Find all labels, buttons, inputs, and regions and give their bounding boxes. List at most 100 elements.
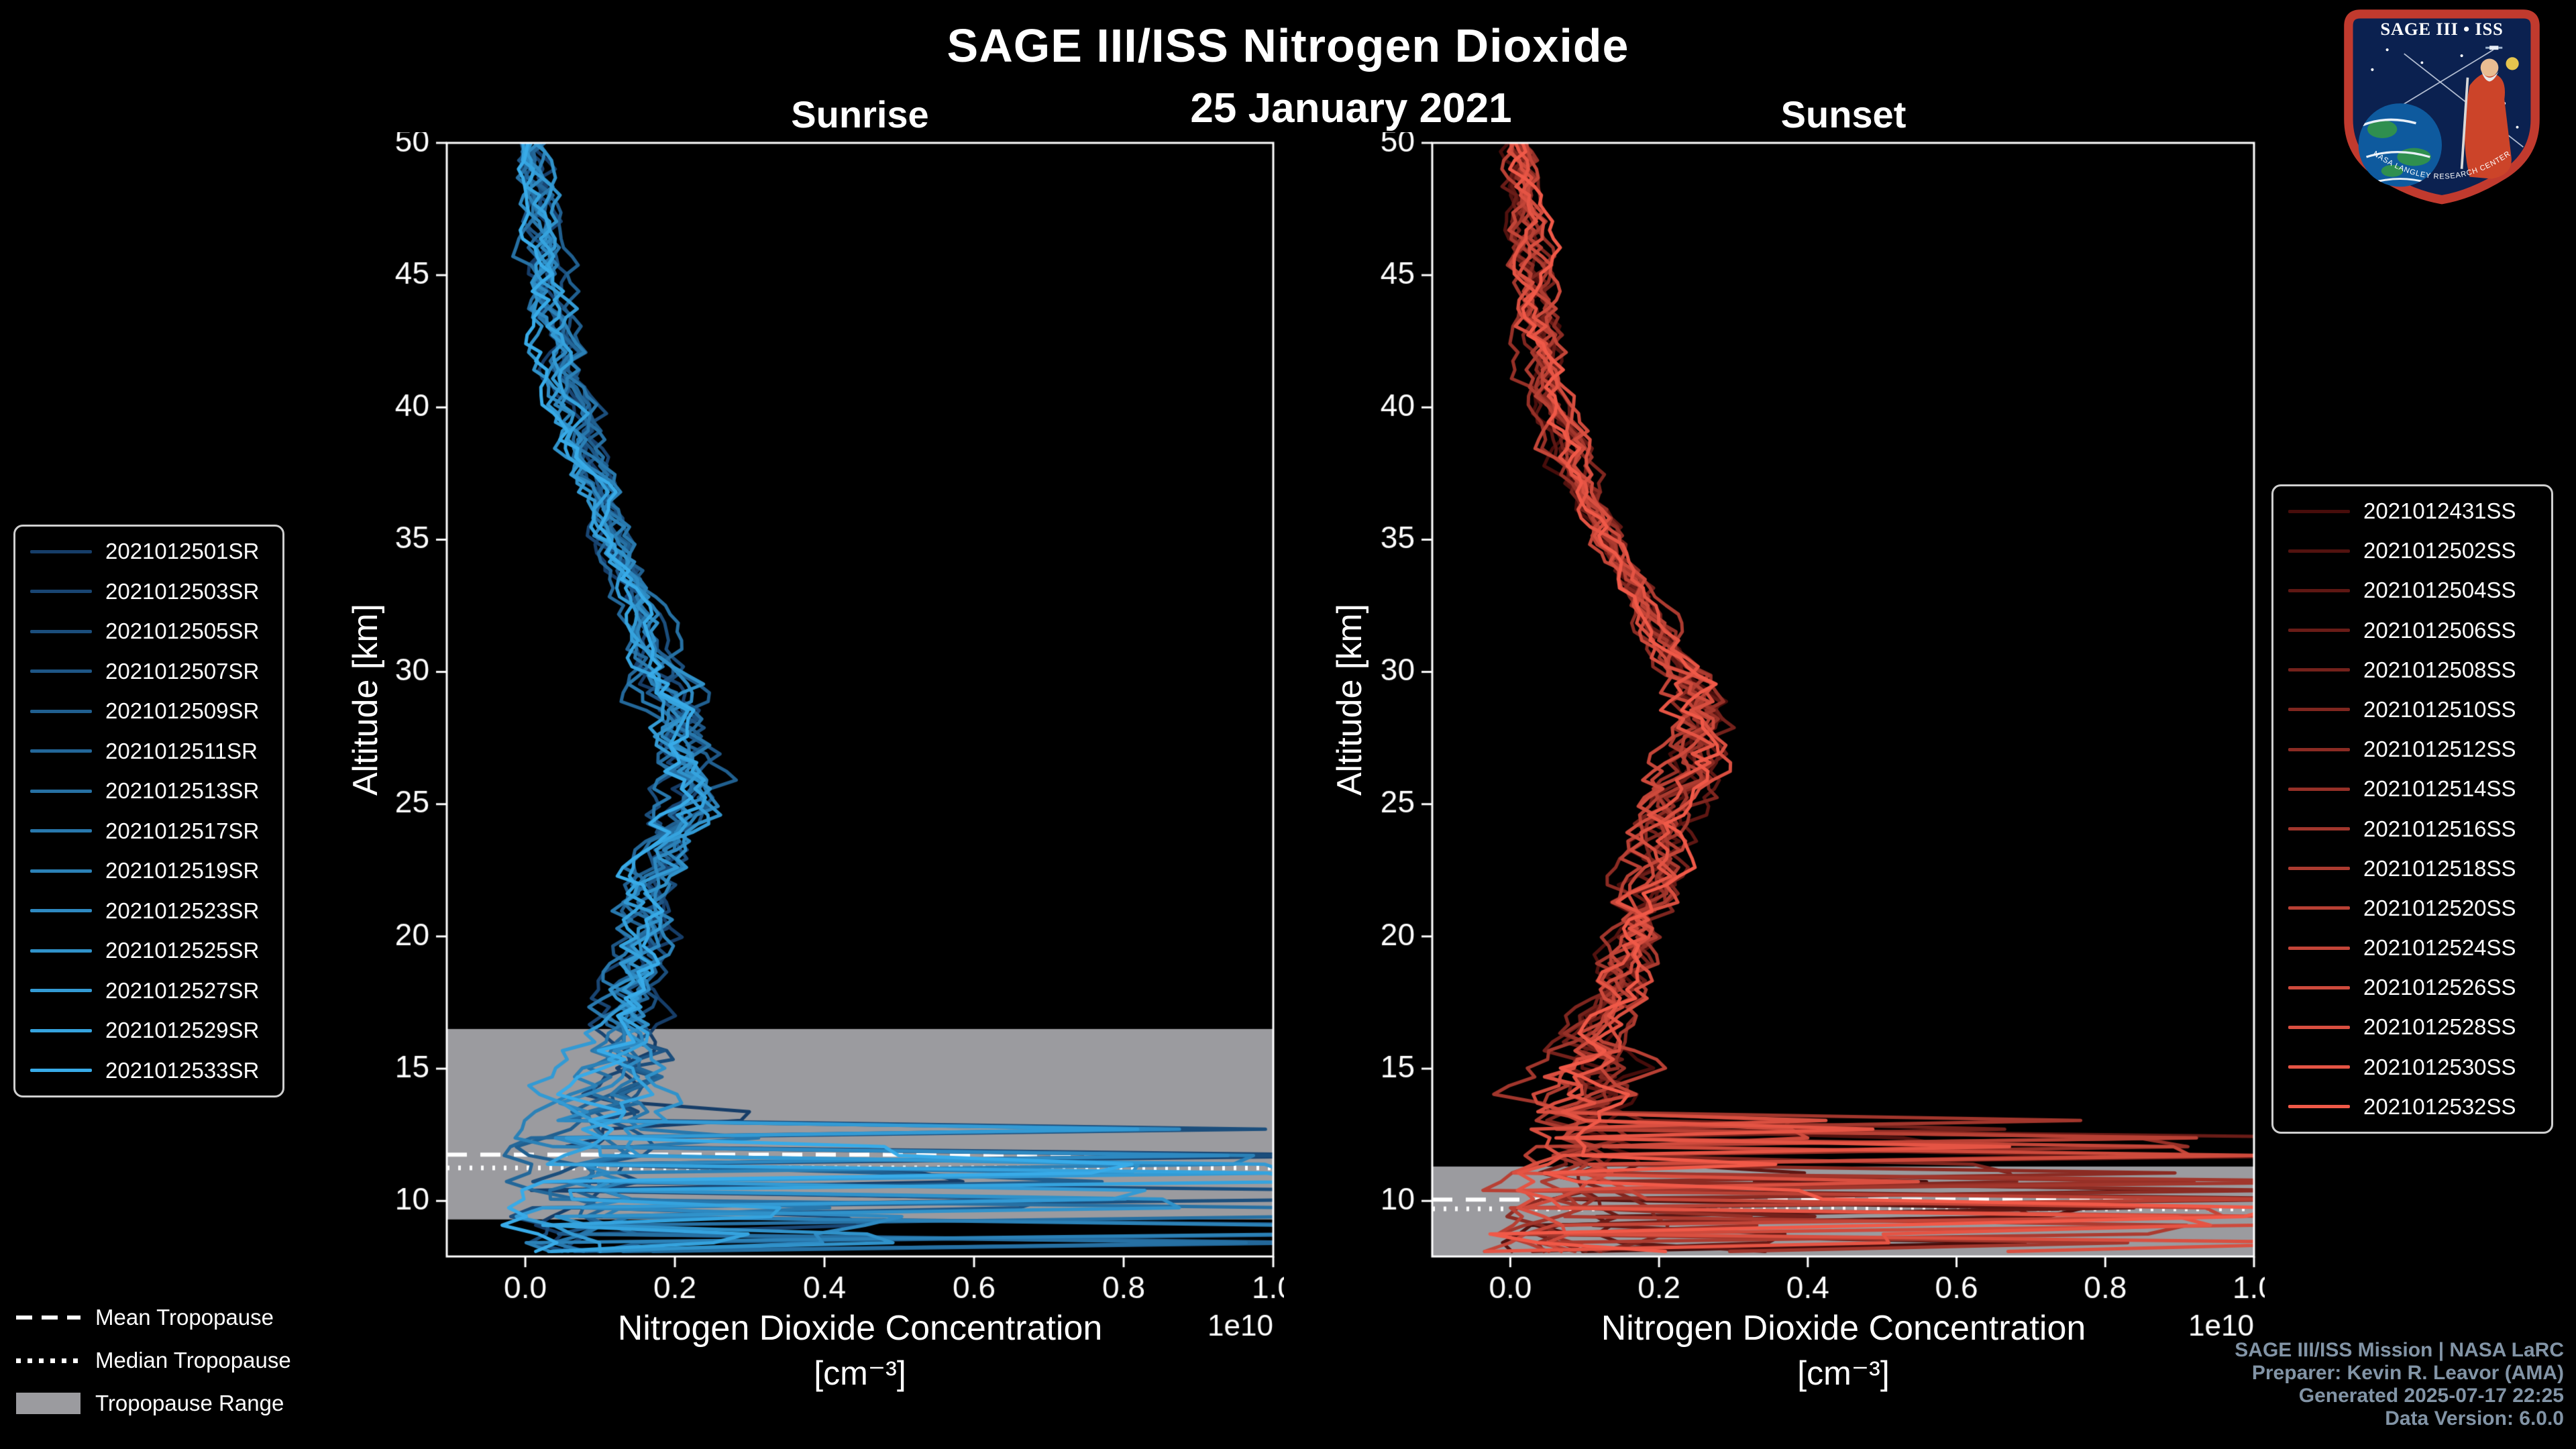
legend-label: 2021012524SS (2363, 935, 2516, 961)
legend-line-swatch (2288, 549, 2350, 553)
legend-item: 2021012504SS (2288, 578, 2536, 603)
legend-line-swatch (30, 549, 92, 553)
legend-line-swatch (30, 749, 92, 753)
legend-label: 2021012532SS (2363, 1093, 2516, 1119)
x-axis-label-sunset: Nitrogen Dioxide Concentration [cm⁻³] (1374, 1308, 2313, 1393)
legend-line-swatch (30, 709, 92, 713)
credits-preparer: Preparer: Kevin R. Leavor (AMA) (2251, 1362, 2564, 1384)
legend-label: 2021012514SS (2363, 776, 2516, 802)
x-axis-units: [cm⁻³] (1797, 1354, 1890, 1392)
legend-item: 2021012431SS (2288, 498, 2536, 524)
credits-generated: Generated 2025-07-17 22:25 (2298, 1385, 2564, 1407)
legend-line-swatch (30, 909, 92, 913)
legend-item: 2021012514SS (2288, 776, 2536, 802)
legend-line-swatch (2288, 827, 2350, 830)
panel-title-sunset: Sunset (1780, 93, 1907, 136)
legend-label: 2021012507SR (105, 658, 260, 684)
legend-item: 2021012532SS (2288, 1094, 2536, 1120)
credits-data-version: Data Version: 6.0.0 (2385, 1407, 2564, 1430)
date-label: 25 January 2021 (1190, 85, 1512, 131)
legend-line-swatch (30, 869, 92, 873)
legend-item: 2021012517SR (30, 818, 268, 844)
legend-line-swatch (30, 949, 92, 953)
legend-line-swatch (2288, 509, 2350, 513)
sage-iii-iss-patch: SAGE III • ISS NASA LANGLEY RESEARCH CEN… (2344, 9, 2540, 205)
moon-icon (2506, 57, 2519, 70)
tropopause-range-label: Tropopause Range (95, 1391, 284, 1415)
legend-label: 2021012510SS (2363, 696, 2516, 722)
legend-item: 2021012511SR (30, 739, 268, 764)
median-tropopause-label: Median Tropopause (95, 1348, 291, 1373)
legend-item: 2021012509SR (30, 698, 268, 724)
legend-item: 2021012520SS (2288, 896, 2536, 921)
x-axis-label-text: Nitrogen Dioxide Concentration (617, 1309, 1103, 1348)
legend-line-swatch (2288, 1105, 2350, 1109)
legend-label: 2021012509SR (105, 698, 260, 724)
legend-label: 2021012505SR (105, 619, 260, 644)
legend-line-swatch (2288, 867, 2350, 871)
y-axis-label-sunset: Altitude [km] (1330, 603, 1369, 796)
legend-label: 2021012523SR (105, 898, 260, 923)
legend-item: 2021012508SS (2288, 657, 2536, 683)
legend-label: 2021012519SR (105, 858, 260, 883)
page-title: SAGE III/ISS Nitrogen Dioxide (947, 19, 1629, 72)
legend-line-swatch (2288, 668, 2350, 672)
legend-item: 2021012516SS (2288, 816, 2536, 842)
sunset-legend: 2021012431SS 2021012502SS 2021012504SS 2021… (2271, 484, 2553, 1134)
x-axis-label-text: Nitrogen Dioxide Concentration (1601, 1309, 2086, 1348)
legend-label: 2021012501SR (105, 539, 260, 564)
legend-label: 2021012504SS (2363, 578, 2516, 603)
legend-label: 2021012528SS (2363, 1014, 2516, 1040)
legend-line-swatch (2288, 985, 2350, 989)
legend-label: 2021012533SR (105, 1057, 260, 1083)
panel-title-sunrise: Sunrise (791, 93, 929, 136)
legend-label: 2021012511SR (105, 738, 258, 763)
legend-item: 2021012506SS (2288, 618, 2536, 643)
legend-line-swatch (30, 829, 92, 833)
legend-line-swatch (30, 789, 92, 793)
legend-line-swatch (2288, 946, 2350, 950)
legend-item: 2021012530SS (2288, 1055, 2536, 1080)
legend-label: 2021012517SR (105, 818, 260, 843)
legend-item: 2021012523SR (30, 898, 268, 924)
legend-line-swatch (2288, 787, 2350, 791)
legend-label: 2021012530SS (2363, 1054, 2516, 1079)
legend-line-swatch (2288, 747, 2350, 751)
credits-mission: SAGE III/ISS Mission | NASA LaRC (2235, 1339, 2564, 1361)
legend-label: 2021012525SR (105, 938, 260, 963)
earth-icon (2358, 103, 2442, 187)
credits-block: SAGE III/ISS Mission | NASA LaRC Prepare… (2235, 1339, 2564, 1430)
legend-item: 2021012533SR (30, 1058, 268, 1083)
legend-label: 2021012512SS (2363, 737, 2516, 762)
legend-label: 2021012518SS (2363, 855, 2516, 881)
legend-label: 2021012502SS (2363, 538, 2516, 564)
sunrise-legend: 2021012501SR 2021012503SR 2021012505SR 2021… (13, 525, 284, 1097)
legend-item: 2021012505SR (30, 619, 268, 644)
median-tropopause-dotted-line-swatch (16, 1358, 80, 1363)
legend-item: 2021012526SS (2288, 975, 2536, 1000)
legend-label: 2021012513SR (105, 778, 260, 804)
legend-label: 2021012527SR (105, 977, 260, 1003)
legend-item: 2021012510SS (2288, 697, 2536, 722)
legend-line-swatch (30, 989, 92, 993)
satellite-icon (2485, 46, 2503, 50)
x-axis-label-sunrise: Nitrogen Dioxide Concentration [cm⁻³] (390, 1308, 1330, 1393)
tropopause-legend: Mean Tropopause Median Tropopause Tropop… (16, 1304, 291, 1417)
mission-logo: SAGE III • ISS NASA LANGLEY RESEARCH CEN… (2343, 7, 2541, 208)
legend-item: 2021012503SR (30, 579, 268, 604)
legend-label: 2021012508SS (2363, 657, 2516, 682)
y-axis-label-sunrise: Altitude [km] (346, 603, 385, 796)
legend-line-swatch (30, 669, 92, 674)
legend-label: 2021012431SS (2363, 498, 2516, 523)
legend-item: 2021012513SR (30, 778, 268, 804)
legend-line-swatch (30, 1028, 92, 1032)
median-tropopause-legend-entry: Median Tropopause (16, 1347, 291, 1374)
legend-item: 2021012518SS (2288, 856, 2536, 881)
sunrise-profile-plot (339, 132, 1284, 1371)
legend-item: 2021012525SR (30, 938, 268, 963)
legend-line-swatch (30, 1069, 92, 1073)
legend-label: 2021012503SR (105, 578, 260, 604)
tropopause-range-swatch (16, 1393, 80, 1414)
legend-item: 2021012524SS (2288, 935, 2536, 961)
legend-line-swatch (2288, 906, 2350, 910)
